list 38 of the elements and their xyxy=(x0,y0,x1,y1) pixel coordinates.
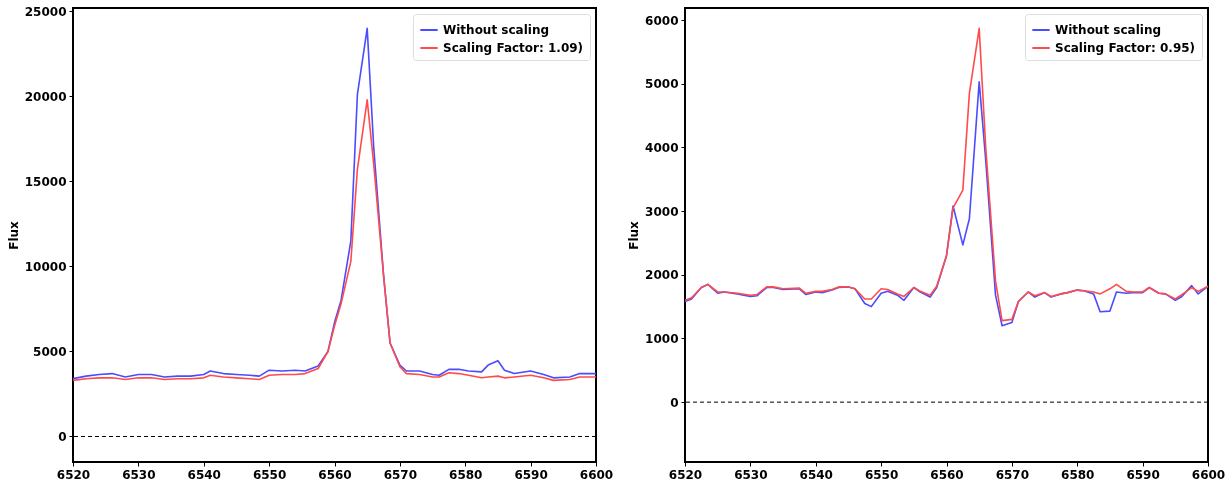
x-tick-label: 6530 xyxy=(734,467,768,482)
x-tick-label: 6580 xyxy=(1061,467,1095,482)
x-tick-label: 6570 xyxy=(995,467,1030,482)
line-series xyxy=(73,99,596,382)
y-tick-label: 10000 xyxy=(24,259,67,274)
x-tick-label: 6560 xyxy=(318,467,352,482)
x-tick-label: 6530 xyxy=(122,467,156,482)
y-tick-label: 5000 xyxy=(33,344,67,359)
x-tick-label: 6560 xyxy=(930,467,964,482)
x-tick-label: 6520 xyxy=(668,467,703,482)
x-tick-label: 6590 xyxy=(514,467,548,482)
y-tick-label: 2000 xyxy=(645,268,679,283)
y-tick-label: 20000 xyxy=(24,89,67,104)
x-tick-label: 6540 xyxy=(187,467,221,482)
y-tick-label: 6000 xyxy=(645,13,679,28)
y-tick-label: 0 xyxy=(58,429,67,444)
x-tick-label: 6550 xyxy=(252,467,287,482)
x-tick-label: 6520 xyxy=(56,467,91,482)
x-tick-label: 6590 xyxy=(1126,467,1160,482)
y-axis-title: Flux xyxy=(627,220,642,250)
legend-label: Without scaling xyxy=(1055,23,1162,37)
y-tick-label: 4000 xyxy=(645,140,679,155)
x-tick-label: 6540 xyxy=(799,467,833,482)
legend-label: Scaling Factor: 0.95) xyxy=(1055,41,1196,55)
y-tick-label: 5000 xyxy=(645,77,679,92)
y-tick-label: 0 xyxy=(670,395,679,410)
y-tick-label: 1000 xyxy=(645,331,679,346)
legend-label: Scaling Factor: 1.09) xyxy=(443,41,584,55)
legend-label: Without scaling xyxy=(443,23,550,37)
y-tick-label: 25000 xyxy=(24,4,67,19)
x-tick-label: 6600 xyxy=(1191,467,1226,482)
x-tick-label: 6550 xyxy=(864,467,899,482)
x-tick-label: 6570 xyxy=(383,467,418,482)
y-tick-label: 3000 xyxy=(645,204,679,219)
x-tick-label: 6600 xyxy=(579,467,614,482)
y-axis-title: Flux xyxy=(6,220,21,250)
y-tick-label: 15000 xyxy=(24,174,67,189)
x-tick-label: 6580 xyxy=(449,467,483,482)
